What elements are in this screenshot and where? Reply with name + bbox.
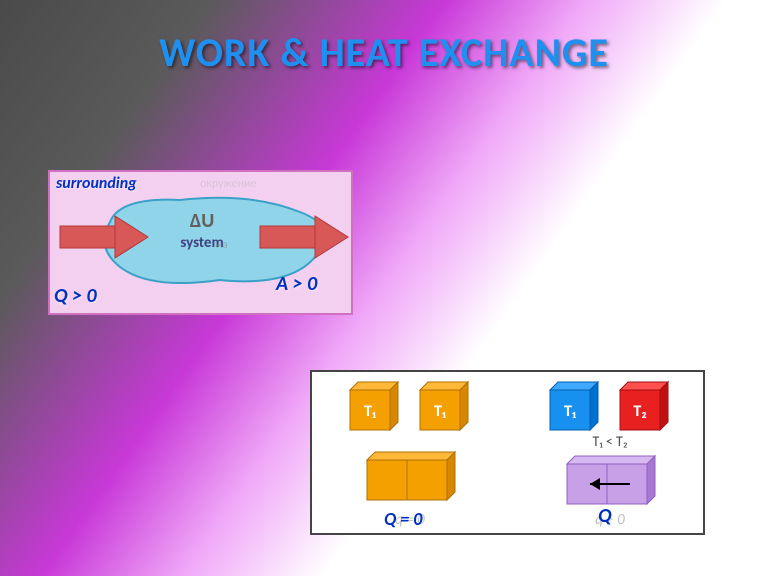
cube-violet-pair: [567, 456, 655, 504]
ghost-surround-1: окружение: [200, 177, 257, 191]
svg-text:T₁: T₁: [434, 402, 446, 421]
svg-text:T₁: T₁: [364, 402, 376, 421]
svg-text:T₂: T₂: [633, 402, 646, 421]
system-diagram: ΔU system ма окружение: [50, 172, 355, 317]
cube-orange-2: T₁: [420, 382, 468, 430]
ghost-sys: ма: [215, 238, 228, 251]
cubes-diagram: T₁ T₁ q = 0 T₁: [312, 372, 707, 537]
q-gt-ghost: q > 0: [595, 511, 625, 529]
svg-text:T₁: T₁: [564, 402, 576, 421]
page-title: WORK & HEAT EXCHANGE: [0, 28, 768, 77]
cube-red: T₂: [620, 382, 668, 430]
panel-system: ΔU system ма окружение: [48, 170, 353, 315]
panel-cubes: T₁ T₁ q = 0 T₁: [310, 370, 705, 535]
cube-orange-pair: [367, 452, 455, 500]
cube-orange-1: T₁: [350, 382, 398, 430]
cube-blue: T₁: [550, 382, 598, 430]
slide: WORK & HEAT EXCHANGE ΔU system ма окруже…: [0, 0, 768, 576]
t-relation: T₁ < T₂: [592, 433, 627, 450]
du-label: ΔU: [190, 209, 215, 233]
q-eq-ghost: q = 0: [395, 511, 425, 529]
